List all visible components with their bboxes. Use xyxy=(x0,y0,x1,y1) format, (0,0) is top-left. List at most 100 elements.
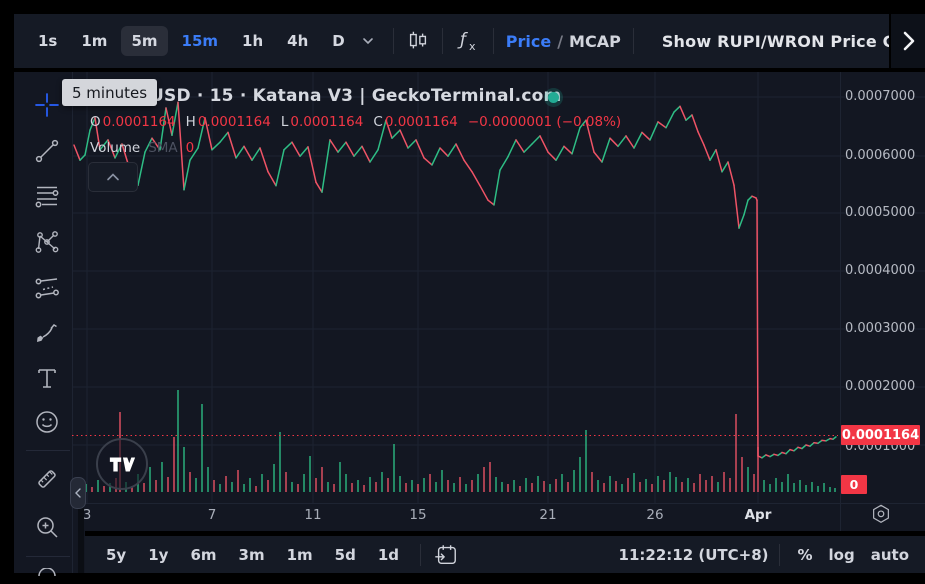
volume-bar xyxy=(687,478,689,492)
volume-bar xyxy=(627,478,629,492)
volume-bar xyxy=(285,472,287,492)
volume-bar xyxy=(231,482,233,492)
toolbar-separator xyxy=(392,28,394,54)
mcap-toggle-option[interactable]: MCAP xyxy=(569,31,621,51)
auto-scale-button[interactable]: auto xyxy=(870,545,909,564)
volume-bar xyxy=(207,467,209,492)
candle-segment xyxy=(801,444,807,450)
volume-bar xyxy=(829,487,831,492)
fx-indicator-icon: ƒ x xyxy=(455,29,481,53)
candle-segment xyxy=(579,119,587,129)
price-toggle-option[interactable]: Price xyxy=(505,31,552,51)
candle-segment xyxy=(685,114,693,121)
volume-bar xyxy=(663,480,665,492)
toolbar-next-button[interactable] xyxy=(889,14,925,68)
volume-bar xyxy=(453,483,455,492)
tool-emoji-button[interactable] xyxy=(29,404,65,440)
log-scale-button[interactable]: log xyxy=(828,545,855,564)
candle-segment xyxy=(641,131,651,141)
interval-button-1m[interactable]: 1m xyxy=(81,32,108,50)
volume-bar xyxy=(97,480,99,492)
tool-trendline-button[interactable] xyxy=(29,133,65,169)
time-axis-border xyxy=(72,503,925,504)
candle-segment xyxy=(337,141,347,153)
chevron-up-icon xyxy=(106,172,120,182)
volume-bar xyxy=(225,476,227,492)
legend-collapse-button[interactable] xyxy=(88,162,138,192)
tool-ruler-button[interactable] xyxy=(29,461,65,497)
candle-segment xyxy=(275,149,285,187)
candle-segment xyxy=(507,139,517,158)
range-button-1d[interactable]: 1d xyxy=(377,545,400,564)
interval-button-1h[interactable]: 1h xyxy=(242,32,264,50)
candle-segment xyxy=(617,135,627,148)
time-axis-label: 21 xyxy=(539,507,557,523)
candle-segment xyxy=(487,199,495,206)
volume-bar xyxy=(195,478,197,492)
tool-xabcd-pattern-button[interactable] xyxy=(29,224,65,260)
range-button-5y[interactable]: 5y xyxy=(106,545,127,564)
range-button-1y[interactable]: 1y xyxy=(148,545,169,564)
range-button-6m[interactable]: 6m xyxy=(190,545,217,564)
volume-bar xyxy=(321,467,323,492)
low-label: L xyxy=(280,114,289,130)
indicators-button[interactable]: ƒ x xyxy=(455,24,481,58)
interval-button-1s[interactable]: 1s xyxy=(38,32,58,50)
volume-bar xyxy=(717,482,719,492)
volume-bar xyxy=(705,480,707,492)
range-button-3m[interactable]: 3m xyxy=(238,545,265,564)
price-axis-label: 0.0002000 xyxy=(845,379,916,394)
candle-segment xyxy=(585,119,595,153)
volume-sma-label: SMA xyxy=(148,140,178,156)
volume-bar xyxy=(823,483,825,492)
candle-segment xyxy=(738,213,745,229)
tradingview-watermark-button[interactable] xyxy=(96,438,148,490)
tool-trend-channel-button[interactable] xyxy=(29,270,65,306)
candle-segment xyxy=(211,141,221,151)
tool-zoom-in-button[interactable] xyxy=(29,509,65,545)
clock-timezone-button[interactable]: 11:22:12 (UTC+8) xyxy=(618,545,769,564)
candle-segment xyxy=(633,131,643,149)
volume-bar xyxy=(621,484,623,492)
brush-icon xyxy=(34,320,60,346)
volume-bar xyxy=(261,474,263,492)
volume-bar xyxy=(345,474,347,492)
go-to-date-button[interactable] xyxy=(431,540,461,570)
interval-button-D[interactable]: D xyxy=(332,32,345,50)
interval-button-15m[interactable]: 15m xyxy=(181,32,219,50)
pane-scroll-strip[interactable] xyxy=(78,497,84,573)
candle-segment xyxy=(601,137,611,163)
candle-segment xyxy=(197,117,206,149)
volume-bar xyxy=(297,484,299,492)
candlestick-style-button[interactable] xyxy=(406,24,430,58)
candle-segment xyxy=(761,454,767,459)
candle-segment xyxy=(415,139,425,159)
emoji-icon xyxy=(34,409,60,435)
range-button-5d[interactable]: 5d xyxy=(334,545,356,564)
time-axis-label: 11 xyxy=(304,507,322,523)
candle-segment xyxy=(769,453,775,458)
volume-bar xyxy=(173,437,175,492)
candle-segment xyxy=(697,131,705,146)
percent-scale-button[interactable]: % xyxy=(797,545,813,564)
interval-menu-button[interactable] xyxy=(361,34,375,48)
zoom-out-icon[interactable] xyxy=(36,568,58,576)
interval-button-4h[interactable]: 4h xyxy=(287,32,309,50)
show-chart-in-wron-button[interactable]: Show RUPI/WRON Price Chart in WRON xyxy=(661,31,925,51)
toolbar-separator xyxy=(420,543,422,566)
volume-bar xyxy=(657,476,659,492)
volume-bar xyxy=(243,484,245,492)
sidebar-collapse-tab[interactable] xyxy=(70,477,86,509)
candle-segment xyxy=(832,436,837,440)
tool-text-button[interactable] xyxy=(29,360,65,396)
range-button-1m[interactable]: 1m xyxy=(286,545,313,564)
interval-button-5m[interactable]: 5m xyxy=(121,26,168,56)
volume-bar xyxy=(399,476,401,492)
candle-segment xyxy=(219,131,229,143)
tool-brush-button[interactable] xyxy=(29,315,65,351)
tool-fib-retracement-button[interactable] xyxy=(29,178,65,214)
tool-crosshair-button[interactable] xyxy=(29,87,65,123)
volume-bar xyxy=(579,457,581,492)
axis-settings-button[interactable] xyxy=(866,500,896,528)
